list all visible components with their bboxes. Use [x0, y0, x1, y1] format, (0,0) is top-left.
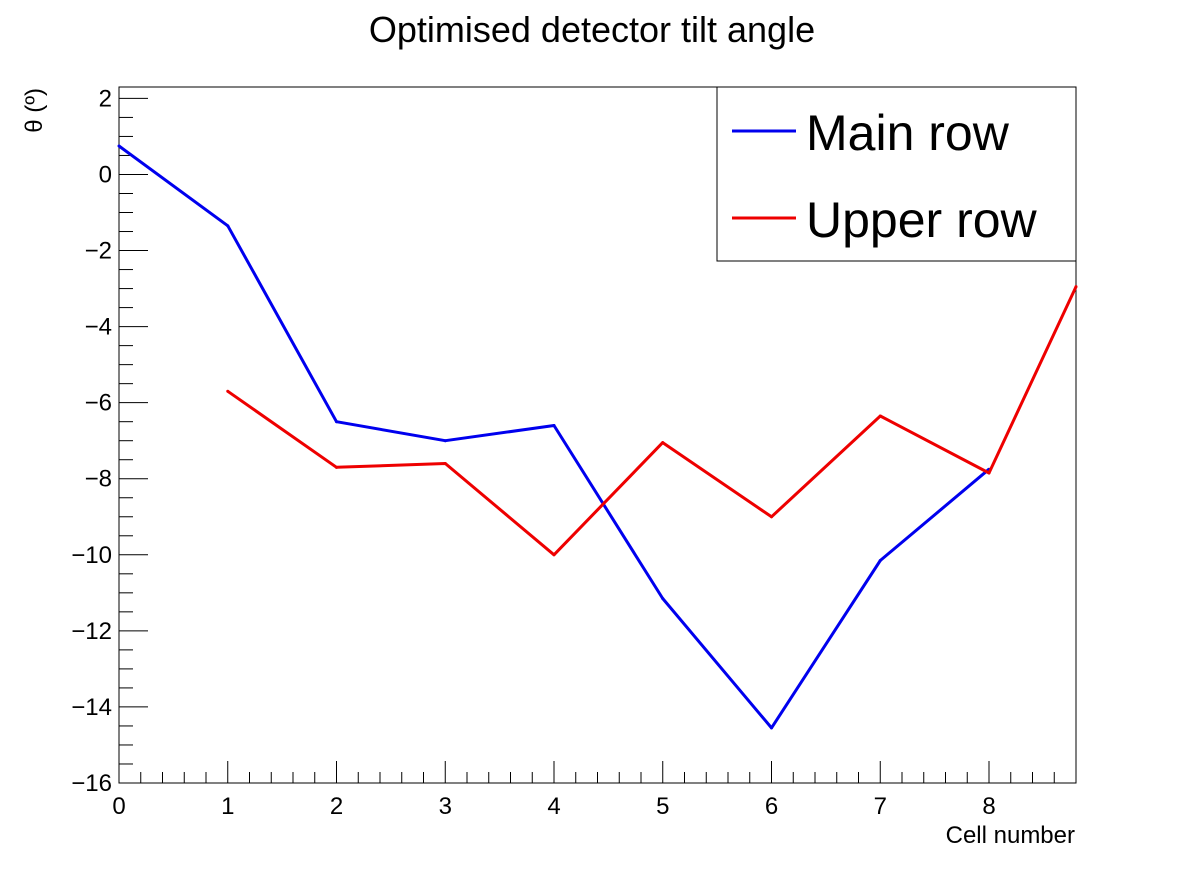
legend-label-upper-row: Upper row — [806, 192, 1038, 248]
x-tick-label: 7 — [874, 793, 887, 820]
x-tick-label: 5 — [656, 793, 669, 820]
data-point — [770, 515, 773, 519]
data-point — [226, 224, 230, 228]
data-point — [226, 389, 230, 393]
y-tick-label: −12 — [71, 618, 112, 645]
legend-label-main-row: Main row — [806, 105, 1010, 161]
y-tick-label: −10 — [71, 542, 112, 569]
data-point — [443, 462, 447, 466]
y-axis-ticks: 2 0 −2 −4 −6 −8 −10 −12 −14 −16 — [71, 85, 148, 797]
data-point — [552, 553, 556, 557]
y-tick-label: −8 — [85, 466, 112, 493]
data-point — [1074, 285, 1078, 289]
y-tick-label: −6 — [85, 390, 112, 417]
x-tick-label: 4 — [547, 793, 560, 820]
data-point — [770, 726, 773, 730]
y-tick-label: 0 — [99, 161, 112, 188]
data-point — [878, 414, 882, 418]
series-line-upper-row — [226, 286, 1078, 557]
y-tick-label: −16 — [71, 770, 112, 797]
y-tick-label: −2 — [85, 238, 112, 265]
data-point — [878, 559, 882, 563]
y-tick-label: 2 — [99, 85, 112, 112]
x-axis-ticks: 0 1 2 3 4 5 6 7 8 — [112, 761, 1077, 820]
data-point — [335, 465, 338, 469]
y-axis-label: θ (º) — [21, 88, 48, 133]
data-point — [661, 441, 665, 445]
data-point — [335, 420, 338, 424]
x-tick-label: 6 — [765, 793, 778, 820]
x-tick-label: 0 — [112, 793, 125, 820]
x-tick-label: 1 — [221, 793, 234, 820]
x-tick-label: 2 — [330, 793, 343, 820]
y-tick-label: −4 — [85, 314, 112, 341]
chart-title: Optimised detector tilt angle — [369, 9, 815, 50]
data-point — [552, 423, 556, 427]
series-layer — [117, 144, 1078, 730]
legend: Main row Upper row — [716, 86, 1077, 262]
data-point — [443, 439, 447, 443]
x-tick-label: 3 — [439, 793, 452, 820]
data-point — [661, 597, 665, 601]
legend-box — [716, 86, 1077, 262]
data-point — [117, 144, 121, 148]
x-axis-label: Cell number — [946, 822, 1075, 849]
x-tick-label: 8 — [982, 793, 995, 820]
data-point — [987, 471, 991, 475]
y-tick-label: −14 — [71, 694, 112, 721]
